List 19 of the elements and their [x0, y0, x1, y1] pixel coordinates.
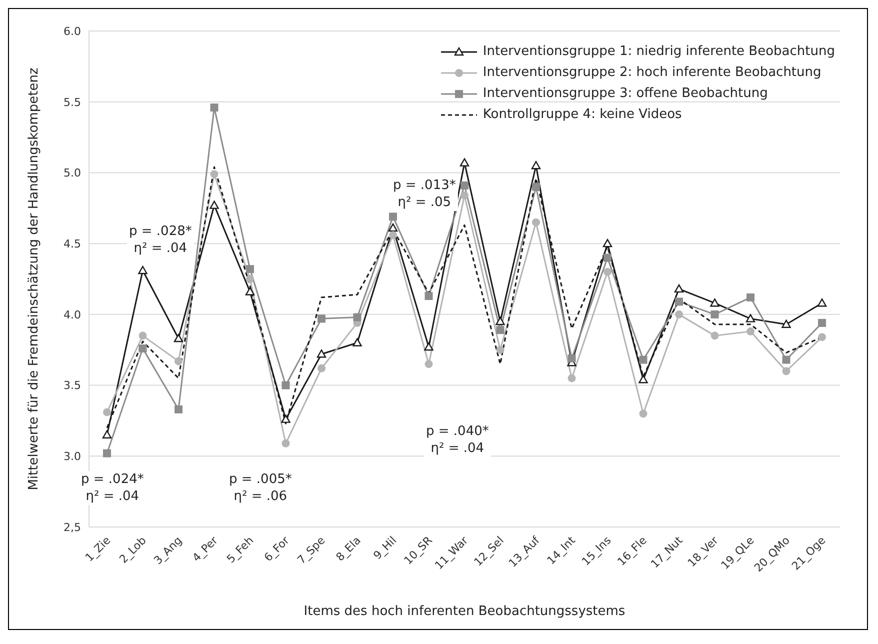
- y-tick-label: 5.0: [64, 166, 81, 180]
- legend-label: Interventionsgruppe 1: niedrig inferente Beobachtung: [482, 43, 835, 61]
- y-tick-label: 4.5: [64, 237, 81, 250]
- legend-label: Interventionsgruppe 2: hoch inferente Beobachtung: [482, 64, 822, 82]
- annotation: p = .028* η² = .04: [127, 223, 194, 257]
- y-tick-label: 3.0: [64, 450, 81, 464]
- legend-label: Interventionsgruppe 3: offene Beobachtung: [482, 85, 768, 103]
- y-axis-title: Mittelwerte für die Fremdeinschätzung der Handlungskompetenz: [26, 68, 42, 490]
- y-tick-label: 6.0: [64, 24, 81, 38]
- annotation: p = .013* η² = .05: [391, 177, 458, 211]
- x-axis-title: Items des hoch inferenten Beobachtungssystems: [304, 604, 626, 619]
- y-tick-label: 5.5: [64, 96, 81, 109]
- y-tick-label: 3.5: [64, 379, 81, 392]
- y-tick-label: 4.0: [64, 308, 81, 322]
- annotation: p = .040* η² = .04: [424, 423, 491, 457]
- annotation: p = .024* η² = .04: [79, 471, 146, 505]
- legend-label: Kontrollgruppe 4: keine Videos: [482, 106, 682, 124]
- annotation: p = .005* η² = .06: [227, 471, 294, 505]
- y-tick-label: 2,5: [64, 520, 81, 534]
